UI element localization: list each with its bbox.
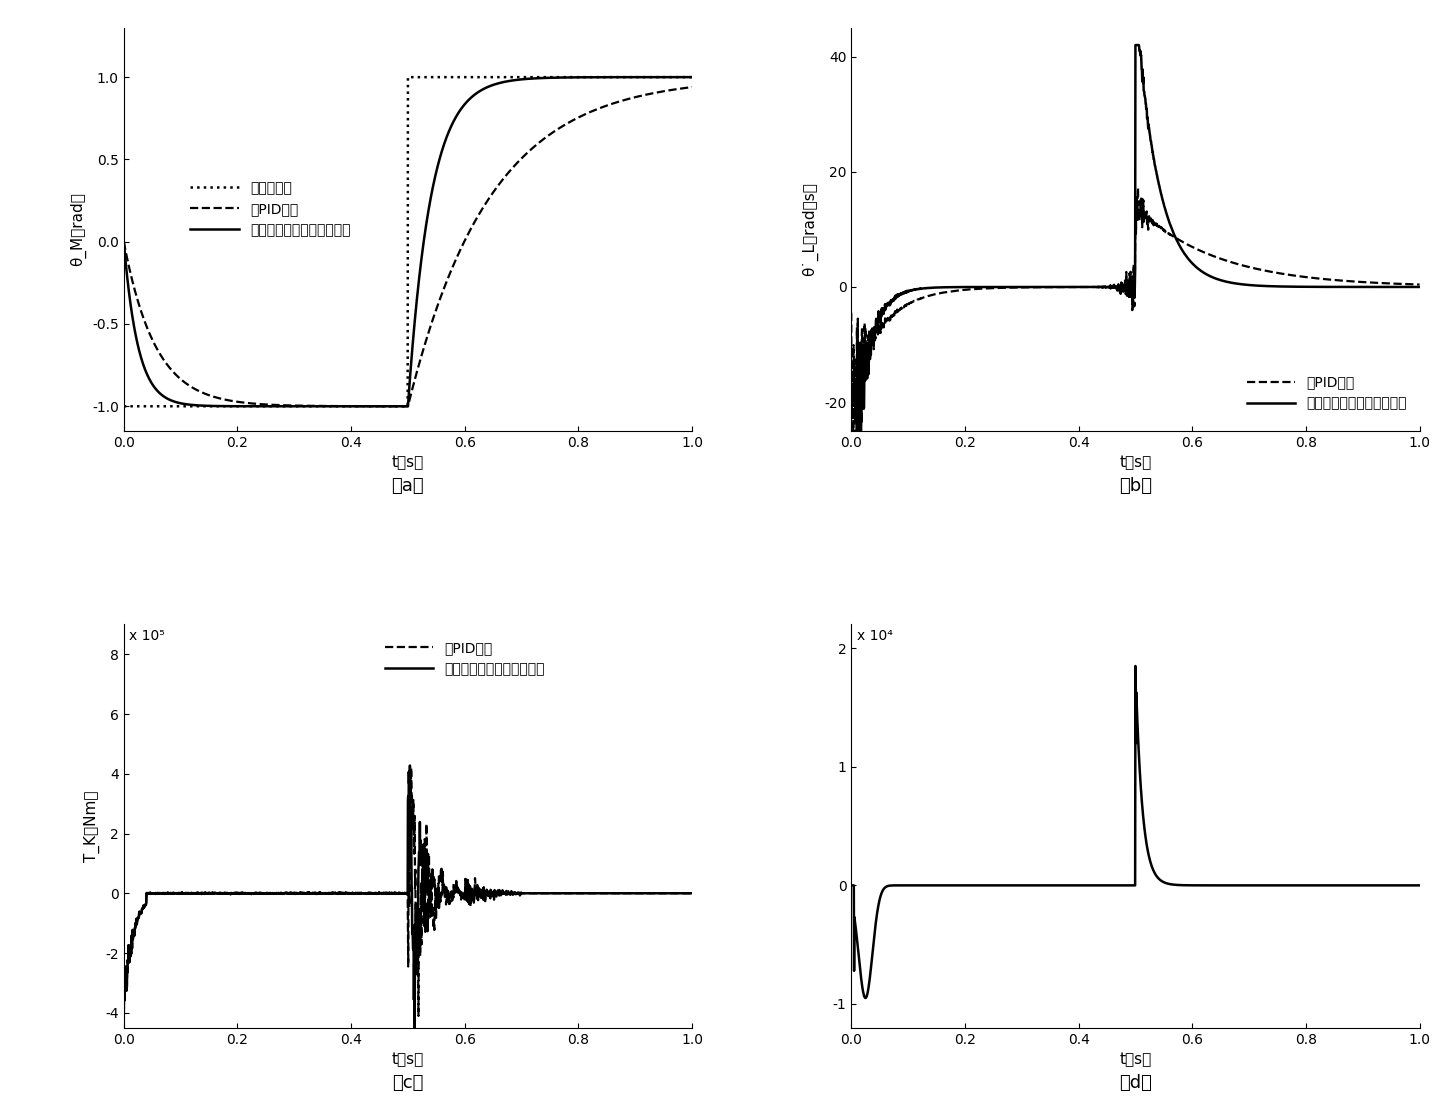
：全局反步自适应滑模控制	[326, 887, 344, 900]
：期望转角	[683, 70, 700, 83]
：PID控制	[1185, 241, 1203, 254]
：全局反步自适应滑模控制	[1310, 280, 1328, 293]
：PID控制	[1411, 278, 1428, 291]
：PID控制	[582, 104, 600, 118]
Y-axis label: θ˙_L（rad／s）: θ˙_L（rad／s）	[802, 182, 818, 277]
：PID控制	[326, 399, 344, 412]
：全局反步自适应滑模控制	[683, 70, 700, 83]
：PID控制	[683, 80, 700, 93]
：PID控制	[326, 887, 344, 900]
：PID控制	[844, 424, 862, 438]
X-axis label: t（s）: t（s）	[1120, 1052, 1152, 1067]
：全局反步自适应滑模控制	[582, 71, 600, 84]
Line: ：期望转角: ：期望转角	[124, 77, 692, 407]
：全局反步自适应滑模控制	[115, 236, 132, 249]
：全局反步自适应滑模控制	[406, 1028, 424, 1041]
：全局反步自适应滑模控制	[1411, 280, 1428, 293]
：全局反步自适应滑模控制	[457, 892, 475, 905]
Text: （a）: （a）	[392, 478, 424, 496]
：全局反步自适应滑模控制	[1054, 280, 1072, 293]
：PID控制	[457, 889, 475, 902]
Legend: ：PID控制, ：全局反步自适应滑模控制: ：PID控制, ：全局反步自适应滑模控制	[379, 635, 550, 681]
X-axis label: t（s）: t（s）	[392, 1052, 424, 1067]
：PID控制	[115, 236, 132, 249]
：期望转角	[399, 70, 416, 83]
：全局反步自适应滑模控制	[146, 888, 163, 901]
Line: ：PID控制: ：PID控制	[124, 768, 692, 1018]
：全局反步自适应滑模控制	[457, 97, 475, 110]
：全局反步自适应滑模控制	[855, 401, 872, 414]
：全局反步自适应滑模控制	[166, 887, 183, 900]
：全局反步自适应滑模控制	[584, 887, 601, 900]
：PID控制	[166, 367, 183, 380]
：PID控制	[128, 290, 146, 303]
：PID控制	[457, 232, 475, 246]
Line: ：全局反步自适应滑模控制: ：全局反步自适应滑模控制	[852, 46, 1420, 431]
：PID控制	[683, 887, 700, 900]
：全局反步自适应滑模控制	[843, 424, 860, 438]
：PID控制	[874, 321, 891, 334]
X-axis label: t（s）: t（s）	[392, 456, 424, 470]
：PID控制	[146, 888, 163, 901]
：PID控制	[402, 761, 419, 774]
Line: ：全局反步自适应滑模控制: ：全局反步自适应滑模控制	[124, 77, 692, 407]
：全局反步自适应滑模控制	[1127, 39, 1144, 52]
Text: （d）: （d）	[1120, 1074, 1152, 1092]
：PID控制	[146, 338, 163, 351]
Line: ：PID控制: ：PID控制	[852, 188, 1420, 431]
：全局反步自适应滑模控制	[874, 301, 891, 314]
Text: x 10⁵: x 10⁵	[130, 629, 165, 642]
：PID控制	[856, 343, 874, 357]
：PID控制	[894, 301, 911, 314]
：全局反步自适应滑模控制	[402, 759, 419, 772]
Text: （c）: （c）	[392, 1074, 424, 1092]
：PID控制	[399, 400, 416, 413]
：PID控制	[1310, 272, 1328, 286]
Text: x 10⁴: x 10⁴	[858, 629, 893, 642]
Line: ：全局反步自适应滑模控制: ：全局反步自适应滑模控制	[124, 765, 692, 1034]
Text: （b）: （b）	[1118, 478, 1152, 496]
：全局反步自适应滑模控制	[146, 381, 163, 394]
Y-axis label: T_K（Nm）: T_K（Nm）	[83, 790, 99, 862]
：期望转角	[166, 400, 183, 413]
Line: ：PID控制: ：PID控制	[124, 87, 692, 407]
X-axis label: t（s）: t（s）	[1120, 456, 1152, 470]
：PID控制	[115, 1011, 132, 1024]
：期望转角	[128, 400, 146, 413]
：PID控制	[166, 887, 183, 900]
：PID控制	[843, 306, 860, 319]
：PID控制	[1054, 280, 1072, 293]
：期望转角	[326, 400, 344, 413]
：PID控制	[128, 917, 146, 930]
：全局反步自适应滑模控制	[166, 394, 183, 408]
：PID控制	[582, 887, 600, 900]
Legend: ：PID控制, ：全局反步自适应滑模控制: ：PID控制, ：全局反步自适应滑模控制	[1242, 370, 1412, 416]
：全局反步自适应滑模控制	[128, 917, 146, 930]
：全局反步自适应滑模控制	[326, 400, 344, 413]
：期望转角	[582, 70, 600, 83]
：期望转角	[115, 400, 132, 413]
：全局反步自适应滑模控制	[399, 400, 416, 413]
：全局反步自适应滑模控制	[1184, 258, 1201, 271]
：全局反步自适应滑模控制	[115, 1011, 132, 1024]
Y-axis label: θ_M（rad）: θ_M（rad）	[70, 192, 86, 267]
：全局反步自适应滑模控制	[128, 332, 146, 346]
：全局反步自适应滑模控制	[893, 288, 910, 301]
：PID控制	[1130, 181, 1147, 194]
：全局反步自适应滑模控制	[683, 887, 700, 900]
Legend: ：期望转角, ：PID控制, ：全局反步自适应滑模控制: ：期望转角, ：PID控制, ：全局反步自适应滑模控制	[188, 179, 354, 240]
：期望转角	[457, 70, 475, 83]
：期望转角	[146, 400, 163, 413]
